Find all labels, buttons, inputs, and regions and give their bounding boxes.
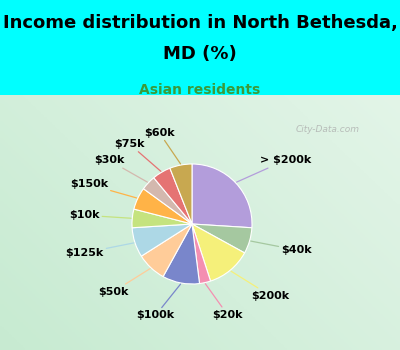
Wedge shape [144,178,192,224]
Text: $100k: $100k [136,284,180,320]
Text: > $200k: > $200k [237,155,311,182]
Wedge shape [134,189,192,224]
Wedge shape [192,224,210,284]
Text: $75k: $75k [114,139,161,171]
Wedge shape [192,164,252,228]
Wedge shape [192,224,244,281]
Wedge shape [141,224,192,276]
Text: $50k: $50k [98,268,150,297]
Wedge shape [154,168,192,224]
Text: Income distribution in North Bethesda,: Income distribution in North Bethesda, [2,14,398,32]
Wedge shape [192,224,252,253]
Text: $20k: $20k [205,284,243,320]
Text: $10k: $10k [69,210,131,220]
Text: Asian residents: Asian residents [139,83,261,97]
Text: $125k: $125k [65,243,134,258]
Text: $200k: $200k [231,271,290,301]
Wedge shape [170,164,192,224]
Text: MD (%): MD (%) [163,46,237,63]
Wedge shape [132,209,192,228]
Text: $40k: $40k [251,241,312,255]
Text: $60k: $60k [144,128,180,164]
Text: $30k: $30k [94,155,147,182]
Wedge shape [132,224,192,256]
Wedge shape [163,224,200,284]
Text: City-Data.com: City-Data.com [296,125,360,134]
Text: $150k: $150k [70,180,137,198]
